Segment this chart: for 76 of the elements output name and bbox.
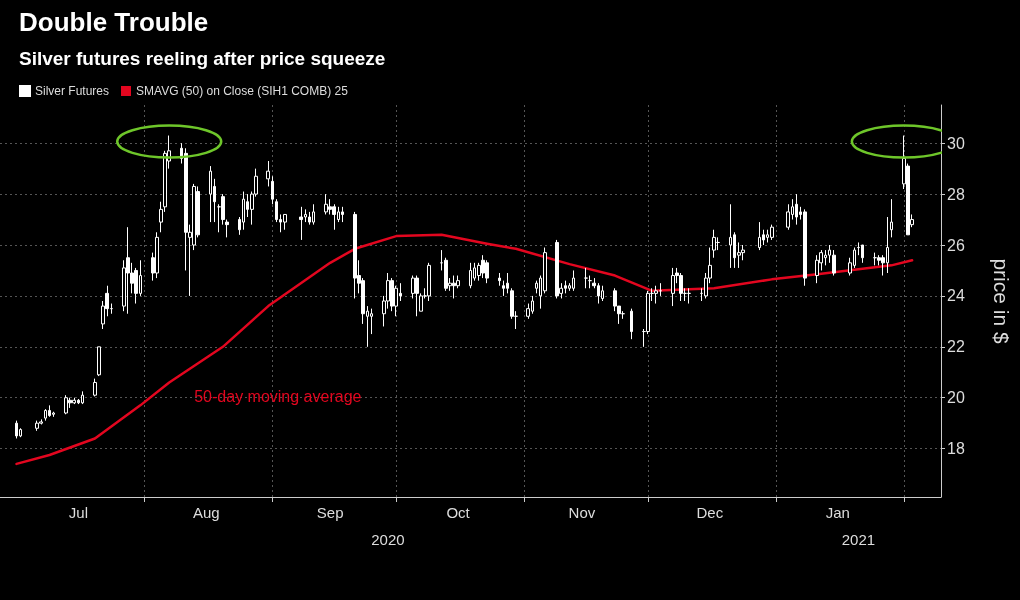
candlestick <box>97 346 101 377</box>
candlestick <box>81 390 84 405</box>
candlestick <box>72 397 76 405</box>
candlestick <box>312 203 315 226</box>
chart-title: Double Trouble <box>19 7 209 37</box>
candlestick <box>687 287 691 305</box>
candlestick <box>126 226 130 315</box>
x-tick-label: Nov <box>568 504 596 521</box>
candlestick <box>271 175 274 205</box>
candlestick <box>485 259 489 284</box>
x-tick-label: Sep <box>316 504 344 521</box>
legend-label: SMAVG (50) on Close (SIH1 COMB) 25 <box>136 84 349 98</box>
candlestick <box>283 213 287 231</box>
candlestick <box>786 203 790 231</box>
candlestick <box>469 262 472 289</box>
candlestick <box>498 272 501 287</box>
candlestick <box>795 193 798 226</box>
candlestick <box>332 203 336 231</box>
candlestick <box>353 211 357 299</box>
y-tick-label: 30 <box>947 134 965 152</box>
candlestick <box>630 308 633 340</box>
candlestick <box>861 244 864 264</box>
candlestick <box>452 275 456 299</box>
candlestick <box>93 378 97 397</box>
candlestick <box>770 224 774 241</box>
legend-label: Silver Futures <box>35 84 110 98</box>
candlestick <box>15 420 18 439</box>
candlestick <box>324 193 328 215</box>
candlestick <box>427 262 431 302</box>
x-tick-label: Dec <box>696 504 724 521</box>
annotation: 50-day moving average <box>194 387 362 405</box>
x-tick-label: Jan <box>825 504 850 521</box>
candlestick <box>712 229 716 259</box>
candlestick <box>815 254 819 284</box>
candlestick <box>155 231 159 279</box>
candlestick <box>242 191 245 231</box>
candlestick <box>64 394 68 415</box>
candlestick <box>654 285 658 305</box>
candlestick <box>35 420 39 432</box>
candlestick <box>299 206 303 241</box>
y-tick-label: 24 <box>947 287 965 305</box>
text: 2021 <box>841 530 876 548</box>
y-tick-label: 20 <box>947 389 965 407</box>
y-tick-label: 26 <box>947 236 965 254</box>
y-tick-label: 22 <box>947 338 965 356</box>
candlestick <box>803 208 807 287</box>
candlestick <box>415 275 419 317</box>
line-series <box>15 233 914 466</box>
candlestick <box>209 165 212 223</box>
candlestick <box>671 267 675 307</box>
candlestick <box>225 219 229 238</box>
x-tick-label: Jul <box>68 504 89 521</box>
candlestick <box>555 239 559 299</box>
candlestick <box>341 206 344 223</box>
candlestick <box>48 404 51 418</box>
candlestick <box>481 254 485 279</box>
x-tick-label: Oct <box>446 504 471 521</box>
candlestick <box>758 221 761 251</box>
candlestick <box>390 277 394 312</box>
candlestick <box>584 267 588 289</box>
x-tick-label: Aug <box>193 504 220 521</box>
candlestick <box>890 198 893 238</box>
candlestick <box>729 203 732 269</box>
chart-subtitle: Silver futures reeling after price squeeze <box>19 48 386 69</box>
candlestick <box>572 269 575 292</box>
candlestick <box>873 252 877 266</box>
candlestick <box>44 408 47 422</box>
candlestick <box>506 272 509 294</box>
candlestick <box>266 160 270 187</box>
candlestick <box>679 272 683 302</box>
y-tick-label: 28 <box>947 185 965 203</box>
y-axis-title: price in $ <box>990 258 1013 344</box>
candlestick <box>832 249 836 277</box>
text: 2020 <box>371 530 405 548</box>
y-tick-label: 18 <box>947 440 965 458</box>
candlestick <box>601 285 604 302</box>
